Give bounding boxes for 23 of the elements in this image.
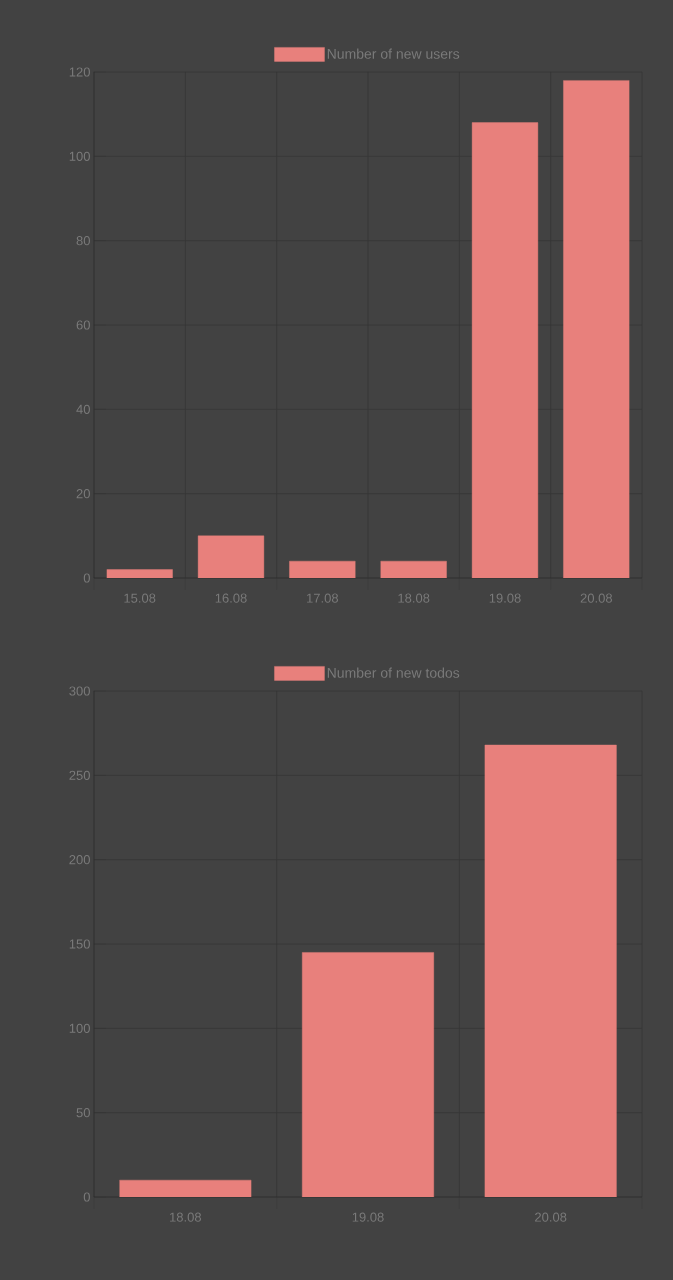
legend-label: Number of new users	[327, 48, 460, 59]
y-tick-label: 200	[69, 855, 90, 865]
y-tick-label: 0	[83, 1192, 90, 1202]
y-tick-label: 20	[76, 489, 90, 499]
y-tick-label: 250	[69, 770, 90, 780]
y-tick-label: 80	[76, 236, 90, 246]
x-tick-label: 20.08	[535, 1212, 567, 1222]
y-tick-label: 100	[69, 151, 90, 161]
x-tick-label: 18.08	[398, 593, 430, 603]
x-tick-label: 20.08	[580, 593, 613, 603]
x-tick-label: 17.08	[307, 593, 339, 603]
x-tick-label: 16.08	[215, 593, 247, 603]
x-tick-label: 19.08	[352, 1212, 384, 1222]
y-tick-label: 0	[83, 573, 90, 583]
y-tick-label: 150	[69, 939, 90, 949]
x-tick-label: 19.08	[489, 593, 521, 603]
y-tick-label: 50	[76, 1108, 90, 1118]
x-tick-label: 18.08	[170, 1212, 202, 1222]
x-tick-label: 15.08	[124, 593, 156, 603]
y-tick-label: 300	[69, 686, 90, 696]
legend-label: Number of new todos	[327, 667, 460, 678]
y-tick-label: 100	[69, 1023, 90, 1033]
y-tick-label: 120	[69, 67, 90, 77]
